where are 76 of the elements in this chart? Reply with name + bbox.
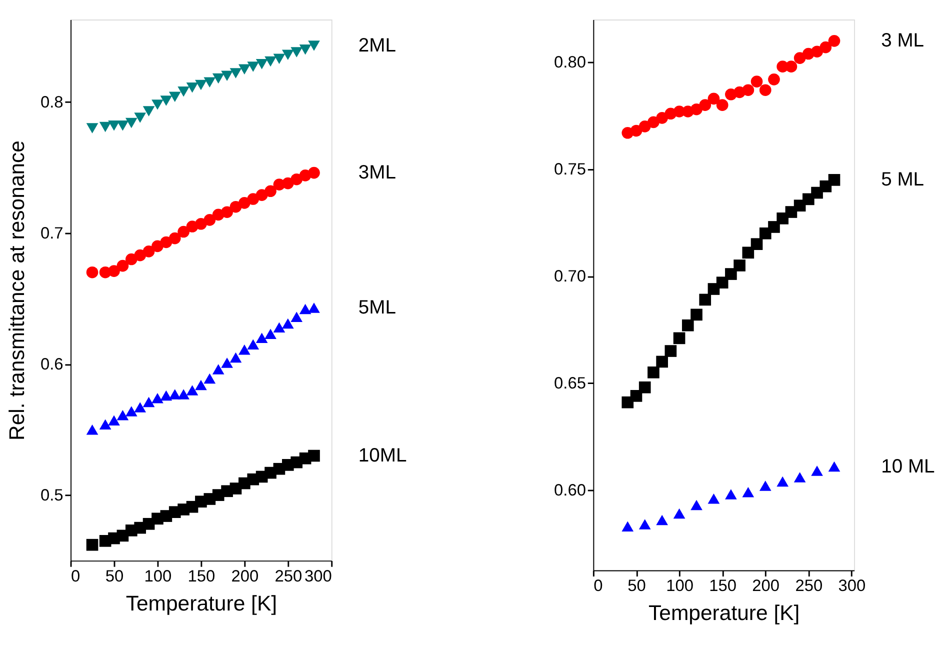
point xyxy=(768,221,780,233)
point xyxy=(742,487,754,498)
point xyxy=(828,35,840,47)
x-tick-label: 200 xyxy=(231,567,259,586)
text: 2ML xyxy=(358,36,396,57)
text: 10 ML xyxy=(881,456,936,478)
point xyxy=(708,493,720,504)
point xyxy=(820,41,832,54)
point xyxy=(630,390,642,402)
point xyxy=(682,319,694,332)
x-tick-label: 250 xyxy=(795,576,823,595)
text: 3 ML xyxy=(881,30,924,52)
point xyxy=(716,99,728,111)
point xyxy=(673,332,686,344)
point xyxy=(656,514,668,526)
y-tick-label: 0.60 xyxy=(554,481,586,500)
point xyxy=(768,74,780,86)
x-tick-label: 50 xyxy=(628,576,646,595)
point xyxy=(776,476,789,487)
x-tick-label: 50 xyxy=(105,567,124,586)
y-tick-label: 0.5 xyxy=(40,486,64,504)
point xyxy=(742,246,754,259)
point xyxy=(622,521,634,532)
point xyxy=(708,92,720,105)
y-tick-label: 0.8 xyxy=(40,93,64,112)
y-tick-label: 0.70 xyxy=(554,267,586,286)
x-tick-label: 150 xyxy=(188,567,216,586)
point xyxy=(630,124,642,137)
point xyxy=(699,294,712,306)
text: 5ML xyxy=(358,298,396,319)
text: 3ML xyxy=(358,162,396,184)
x-tick-label: 150 xyxy=(709,576,736,595)
point xyxy=(690,308,702,321)
x-axis-title: Temperature [K] xyxy=(648,600,800,625)
point xyxy=(794,472,806,482)
y-tick-label: 0.6 xyxy=(40,355,64,374)
point xyxy=(648,366,660,378)
point xyxy=(828,461,840,472)
x-axis-title: Temperature [K] xyxy=(126,591,278,616)
point xyxy=(811,466,823,476)
point xyxy=(759,84,772,96)
point xyxy=(699,99,712,111)
point xyxy=(750,238,763,250)
point xyxy=(811,46,823,58)
point xyxy=(690,103,702,116)
point xyxy=(759,480,772,491)
point xyxy=(716,276,728,288)
point xyxy=(638,381,651,394)
point xyxy=(656,112,668,124)
point xyxy=(673,508,686,519)
x-tick-label: 0 xyxy=(71,567,80,586)
point xyxy=(725,489,737,500)
x-tick-label: 100 xyxy=(144,567,172,586)
x-tick-label: 250 xyxy=(274,567,302,586)
x-tick-label: 300 xyxy=(838,576,866,595)
point xyxy=(828,174,840,186)
x-tick-label: 0 xyxy=(594,576,603,595)
text: 10ML xyxy=(358,446,407,467)
point xyxy=(664,345,677,357)
x-tick-label: 200 xyxy=(752,576,780,595)
y-tick-label: 0.7 xyxy=(40,224,64,242)
point xyxy=(725,268,737,280)
point xyxy=(742,84,754,96)
y-axis-title: Rel. transmittance at resonance xyxy=(5,140,30,441)
y-tick-label: 0.80 xyxy=(554,54,586,72)
point xyxy=(734,260,746,272)
text: 5 ML xyxy=(881,170,924,191)
point xyxy=(750,76,763,88)
y-tick-label: 0.75 xyxy=(554,160,586,179)
point xyxy=(638,519,651,530)
x-tick-label: 100 xyxy=(666,576,694,595)
point xyxy=(690,500,702,510)
point xyxy=(785,60,798,72)
x-tick-label: 300 xyxy=(304,567,332,586)
y-tick-label: 0.65 xyxy=(554,374,586,392)
point xyxy=(656,356,668,368)
